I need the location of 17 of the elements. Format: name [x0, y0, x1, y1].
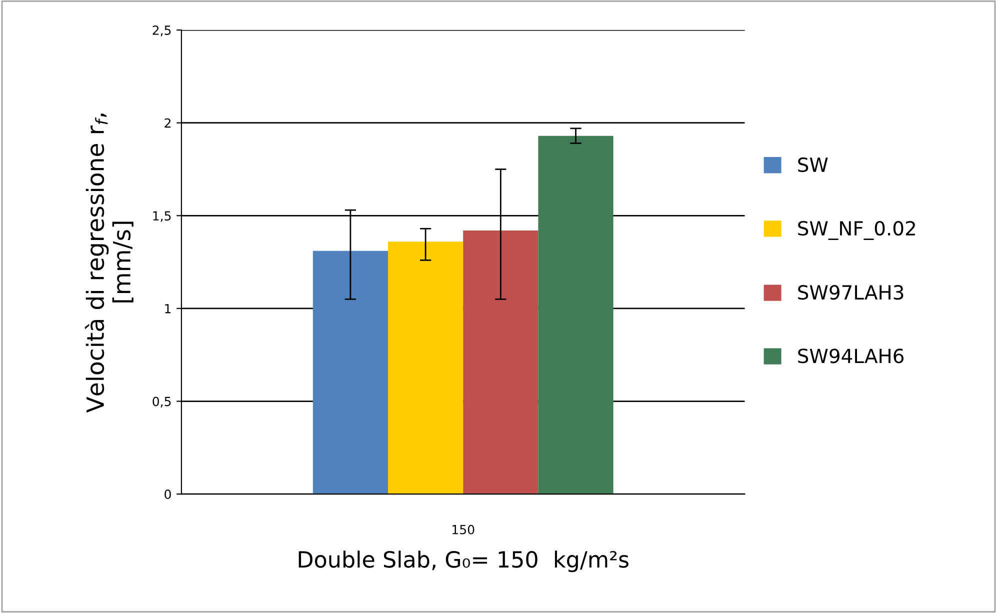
legend-label: SW97LAH3 — [798, 285, 904, 300]
legend-label: SW_NF_0.02 — [798, 220, 915, 240]
y-tick-label: 0 — [164, 490, 171, 500]
y-tick-label: 0,5 — [152, 396, 171, 408]
bar — [388, 242, 464, 494]
x-tick-label: 150 — [452, 524, 474, 534]
legend-label: SW — [798, 157, 828, 172]
text: Velocità di regressione r$_{f}$, [mm/s] — [84, 114, 134, 413]
bar — [538, 136, 614, 494]
y-tick-label: 1 — [165, 304, 171, 314]
y-tick-label: 2 — [164, 118, 170, 128]
legend-label: SW94LAH6 — [798, 348, 904, 364]
bar — [312, 250, 388, 494]
y-tick-label: 1,5 — [153, 211, 171, 222]
bar — [463, 230, 538, 494]
y-tick-label: 2,5 — [152, 26, 171, 36]
x-axis-title: Double Slab, G₀= 150 kg/m²s — [298, 550, 628, 572]
